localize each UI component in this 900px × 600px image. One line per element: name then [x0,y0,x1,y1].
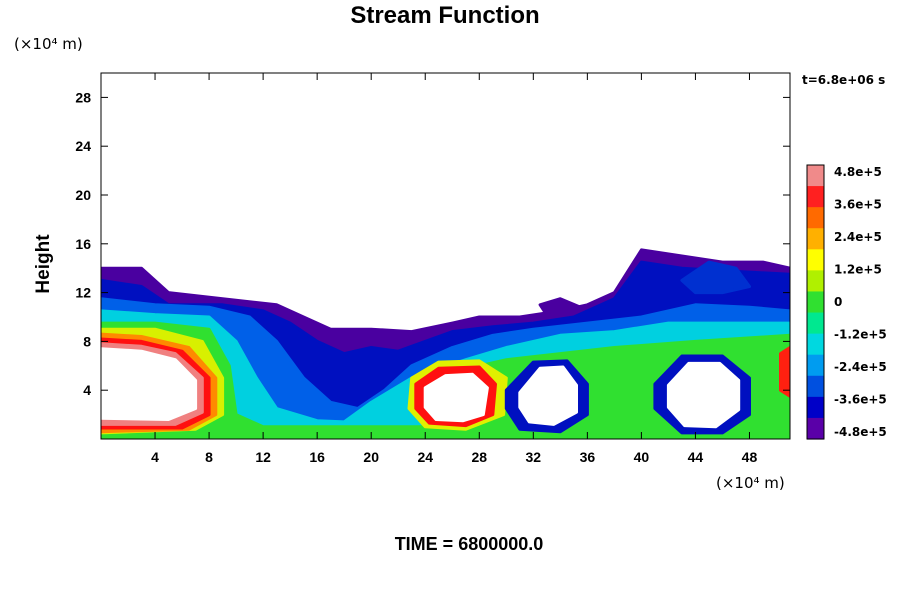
colorbar-swatch [807,207,824,229]
colorbar-frame [806,164,825,440]
colorbar-label: -3.6e+5 [834,393,887,407]
y-axis-label: Height [33,234,54,294]
field-region-white-hole-right1 [518,365,578,426]
colorbar-label: -4.8e+5 [834,425,887,439]
field-region-purple-island [538,297,583,315]
colorbar-swatch [807,291,824,314]
colorbar-swatch [807,186,824,208]
colorbar: 4.8e+5 3.6e+5 2.4e+5 1.2e+5 0 -1.2e+5 -2.4e+5 -… [806,164,887,440]
field-region-right-edge-red [779,346,790,398]
colorbar-label: 1.2e+5 [834,263,882,277]
colorbar-label: -1.2e+5 [834,328,887,342]
field-region-white-hole-left [101,347,198,421]
field-region-white-hole-mid [423,372,489,423]
footer-time: TIME = 6800000.0 [395,534,544,554]
y-tick-label: 4 [83,382,91,398]
colorbar-swatch [807,249,824,271]
colorbar-swatch [807,165,824,187]
colorbar-label: 0 [834,295,842,309]
time-stamp-label: t=6.8e+06 s [802,73,885,87]
colorbar-swatch [807,270,824,293]
x-tick-label: 40 [634,449,650,465]
y-tick-label: 12 [75,285,91,301]
colorbar-label: 3.6e+5 [834,198,882,212]
field-layer [101,248,790,439]
x-tick-label: 20 [363,449,379,465]
y-unit-label: (×10⁴ m) [14,35,83,53]
colorbar-swatch [807,375,824,398]
x-tick-label: 24 [417,449,433,465]
x-tick-label: 4 [151,449,159,465]
chart-title: Stream Function [350,2,539,29]
colorbar-swatch [807,354,824,377]
field-region-blue-blob-top [680,260,751,295]
y-tick-label: 20 [75,187,91,203]
x-tick-label: 12 [255,449,271,465]
y-tick-label: 24 [75,138,91,154]
y-tick-label: 16 [75,236,91,252]
field-region-white-hole-right2 [666,361,741,429]
colorbar-label: 4.8e+5 [834,165,882,179]
x-tick-label: 48 [742,449,758,465]
x-tick-label: 36 [580,449,596,465]
colorbar-swatch [807,228,824,250]
colorbar-swatch [807,312,824,335]
plot-frame [100,72,791,440]
colorbar-label: 2.4e+5 [834,230,882,244]
colorbar-swatch [807,396,824,419]
y-tick-label: 28 [75,89,91,105]
y-tick-label: 8 [83,333,91,349]
colorbar-swatch [807,333,824,356]
x-tick-label: 28 [471,449,487,465]
x-unit-label: (×10⁴ m) [716,474,785,492]
x-tick-label: 44 [688,449,704,465]
x-tick-label: 8 [205,449,213,465]
x-tick-label: 32 [526,449,542,465]
colorbar-label: -2.4e+5 [834,360,887,374]
x-tick-label: 16 [309,449,325,465]
colorbar-swatch [807,417,824,440]
